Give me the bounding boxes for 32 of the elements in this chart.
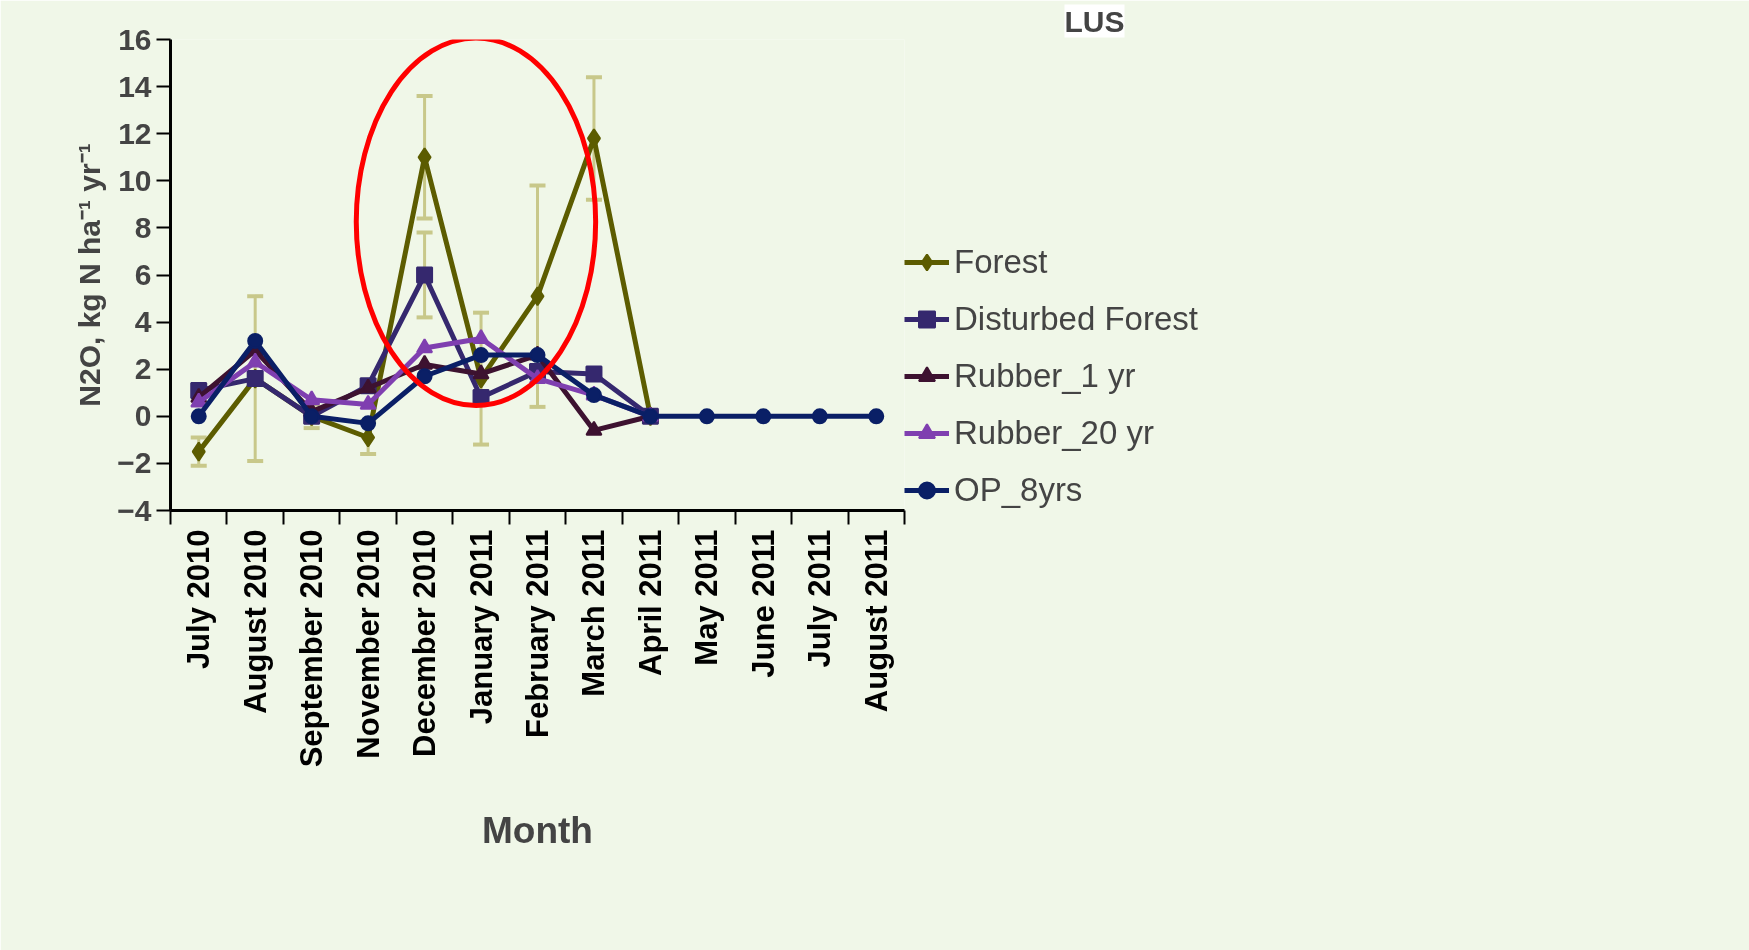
y-tick-label: 0 [134, 399, 152, 433]
legend-label: Rubber_20 yr [954, 413, 1155, 453]
x-axis-title: Month [482, 810, 593, 852]
x-tick-label: July 2011 [802, 529, 838, 668]
y-tick-label: 2 [134, 352, 152, 386]
y-tick-label: 10 [118, 163, 152, 197]
x-tick-label: January 2011 [463, 529, 499, 725]
legend-label: Rubber_1 yr [954, 356, 1137, 396]
y-tick-label: 6 [134, 258, 152, 291]
x-tick-label: July 2010 [181, 529, 217, 670]
y-tick-label: −2 [117, 446, 152, 480]
y-tick-label: 8 [134, 210, 152, 244]
x-tick-label: March 2011 [576, 529, 612, 697]
x-tick-label: November 2010 [350, 529, 386, 759]
x-tick-label: August 2010 [237, 529, 273, 714]
y-axis-title: N2O, kg N ha⁻¹ yr⁻¹ [73, 143, 107, 407]
x-tick-label: February 2011 [520, 529, 555, 739]
y-tick-label: 14 [118, 69, 152, 103]
x-tick-label: May 2011 [689, 529, 725, 666]
x-tick-label: August 2011 [858, 529, 894, 713]
x-tick-label: December 2010 [407, 529, 443, 757]
y-tick-label: −4 [117, 493, 152, 527]
text: LUS [1064, 4, 1125, 38]
x-tick-label: April 2011 [632, 529, 668, 676]
x-tick-label: June 2011 [745, 529, 781, 678]
legend-label: OP_8yrs [954, 470, 1084, 510]
y-tick-label: 16 [118, 22, 152, 56]
x-tick-label: September 2010 [294, 529, 330, 768]
y-tick-label: 4 [134, 305, 152, 339]
y-tick-label: 12 [118, 116, 152, 150]
legend-label: Forest [954, 242, 1049, 282]
legend-label: Disturbed Forest [954, 299, 1199, 339]
